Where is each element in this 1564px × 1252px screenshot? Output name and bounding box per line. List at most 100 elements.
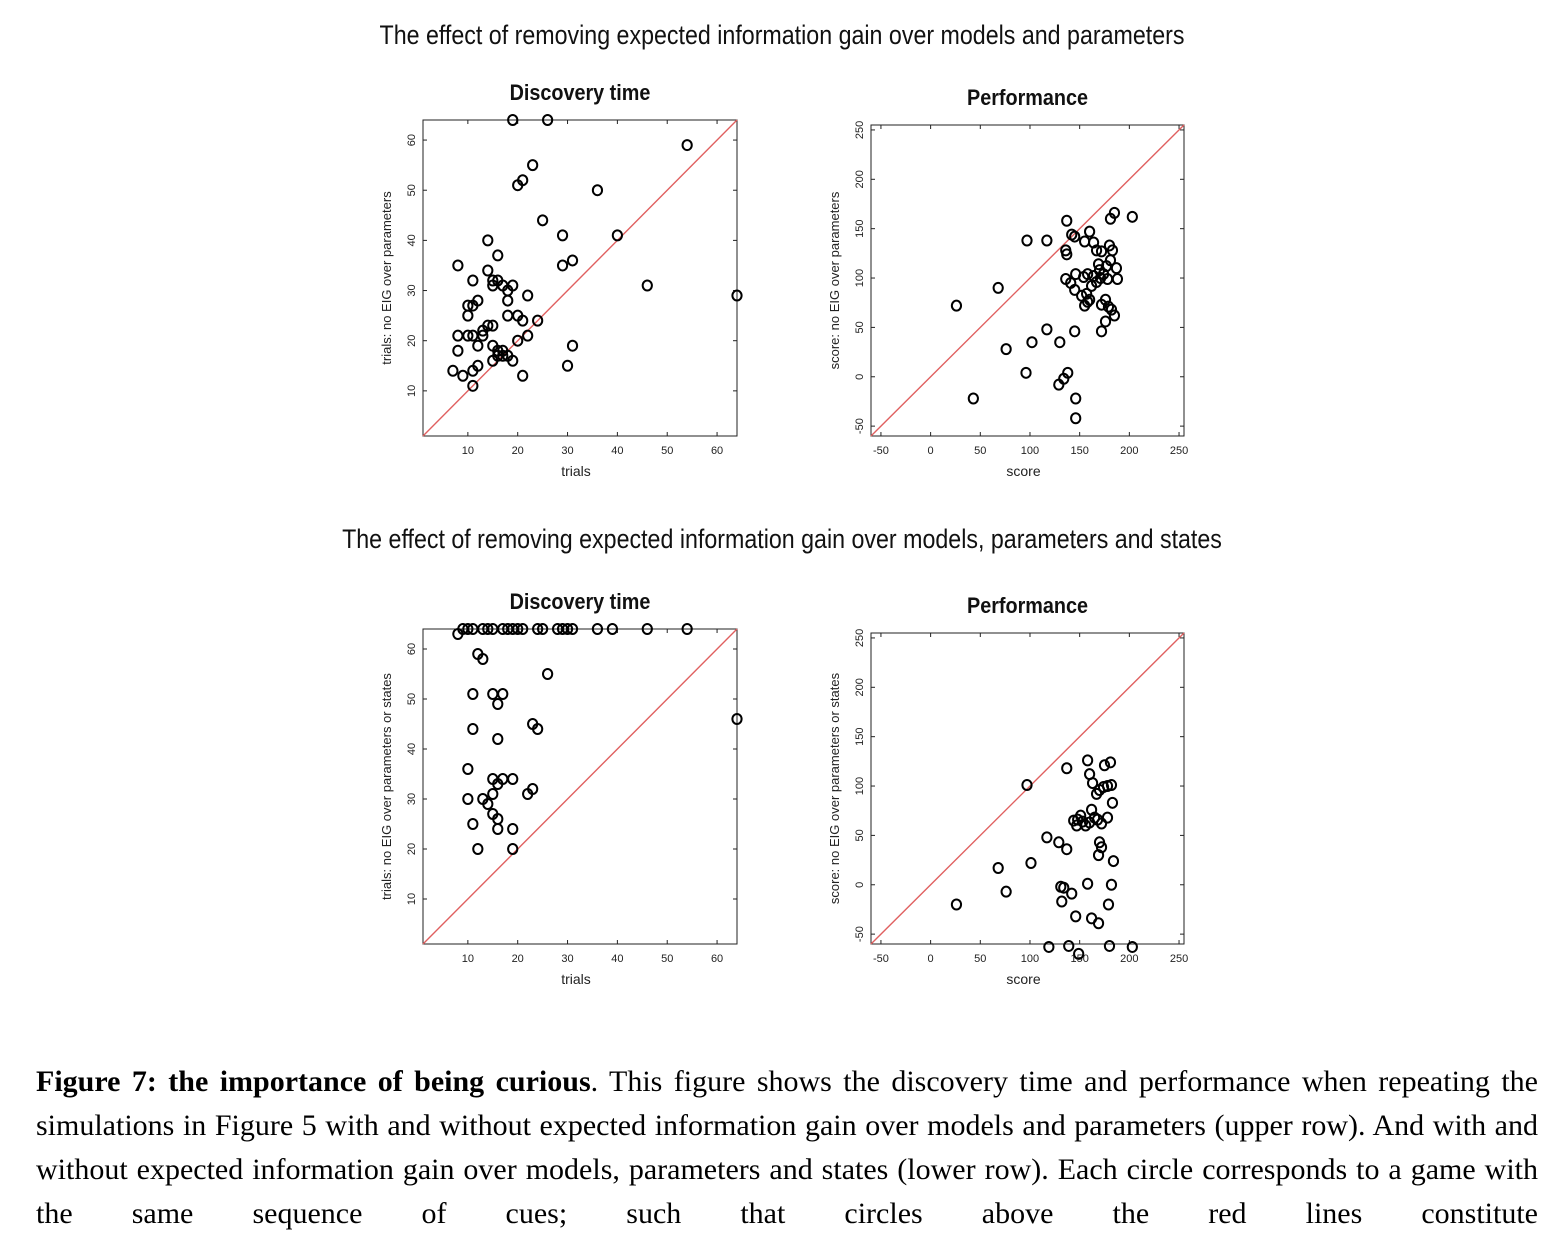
data-point [1053, 378, 1065, 391]
panel-title: Performance [967, 594, 1088, 618]
data-point [462, 309, 474, 322]
data-point [1069, 325, 1081, 338]
data-point [591, 184, 604, 197]
data-point [1095, 325, 1108, 338]
x-tick-label: 50 [974, 445, 986, 457]
x-tick-label: 40 [611, 445, 623, 457]
data-point [1102, 300, 1115, 313]
data-point [731, 289, 743, 302]
data-point [1066, 887, 1078, 900]
y-tick-label: 10 [406, 893, 418, 905]
axes-frame [422, 119, 738, 437]
data-point [507, 114, 519, 126]
data-point [1069, 230, 1081, 243]
data-point [477, 653, 489, 665]
data-point [492, 778, 504, 790]
top-row-title: The effect of removing expected informat… [379, 20, 1185, 50]
data-point [532, 623, 544, 635]
scatter-panel-0: Discovery time 10 20 30 40 50 60 10 20 30 40 50 60 tr… [379, 81, 743, 479]
data-point [1095, 245, 1108, 258]
data-point [1073, 947, 1085, 960]
data-point [522, 329, 534, 342]
data-point [1070, 392, 1082, 405]
data-point [487, 274, 499, 287]
data-point [1108, 206, 1121, 219]
data-point [1126, 940, 1138, 953]
y-tick-label: 60 [406, 643, 418, 655]
data-point [591, 623, 604, 635]
x-tick-label: 20 [512, 445, 524, 457]
data-point [1090, 244, 1103, 257]
data-point [447, 364, 459, 377]
caption-label: Figure 7: the importance of being curiou… [36, 1065, 591, 1098]
data-point [556, 229, 569, 242]
panel-title: Discovery time [510, 590, 651, 614]
data-point [606, 623, 618, 635]
x-tick-label: 150 [1070, 445, 1088, 457]
data-point [1043, 940, 1055, 953]
data-point [1041, 831, 1053, 844]
data-point [1021, 234, 1033, 247]
data-point [467, 818, 479, 830]
y-tick-label: 40 [406, 234, 418, 246]
data-point [1054, 336, 1066, 349]
data-point [1126, 210, 1138, 223]
data-point [1056, 895, 1068, 908]
data-point [517, 623, 529, 635]
data-point [462, 793, 474, 805]
axes-frame [870, 632, 1185, 945]
data-point [462, 329, 474, 342]
data-point [1082, 754, 1094, 767]
data-point [1105, 878, 1118, 891]
data-point [492, 823, 504, 835]
data-point [452, 259, 464, 272]
y-tick-label: 20 [406, 843, 418, 855]
data-point [1069, 283, 1081, 296]
data-point [492, 733, 504, 745]
data-point [482, 264, 494, 277]
data-point [1106, 796, 1119, 809]
data-point [561, 359, 574, 372]
x-axis-label: trials [561, 971, 591, 987]
data-point [492, 249, 504, 262]
y-tick-label: 200 [854, 678, 866, 696]
data-point [507, 823, 519, 835]
data-point [487, 354, 499, 367]
data-point [467, 723, 479, 735]
data-point [566, 339, 579, 352]
x-axis-label: score [1006, 971, 1040, 987]
data-point [1020, 366, 1032, 379]
x-tick-label: 100 [1021, 953, 1039, 965]
data-point [522, 289, 534, 302]
panel-title: Performance [967, 86, 1088, 110]
data-point [1102, 898, 1115, 911]
data-point [641, 623, 653, 635]
data-point [542, 114, 554, 126]
x-axis-label: score [1006, 463, 1040, 479]
data-point [487, 788, 499, 800]
data-point [482, 234, 494, 247]
data-point [1070, 910, 1082, 923]
data-point [497, 688, 509, 700]
y-tick-label: 30 [406, 793, 418, 805]
y-tick-label: 40 [406, 743, 418, 755]
data-point [462, 763, 474, 775]
x-tick-label: 40 [611, 953, 623, 965]
x-tick-label: 250 [1170, 445, 1188, 457]
data-point [532, 723, 544, 735]
y-tick-label: -50 [854, 418, 866, 434]
x-tick-label: 200 [1120, 445, 1138, 457]
data-point [542, 668, 554, 680]
data-point [1070, 268, 1082, 281]
data-point [566, 623, 579, 635]
data-point [1082, 295, 1094, 308]
x-tick-label: 50 [661, 445, 673, 457]
data-point [1105, 779, 1118, 792]
y-tick-label: 50 [854, 829, 866, 841]
data-point [641, 279, 653, 292]
data-point [1104, 756, 1117, 769]
data-point [1107, 855, 1120, 868]
y-tick-label: 100 [854, 269, 866, 287]
data-point [487, 319, 499, 332]
data-point [566, 254, 579, 267]
